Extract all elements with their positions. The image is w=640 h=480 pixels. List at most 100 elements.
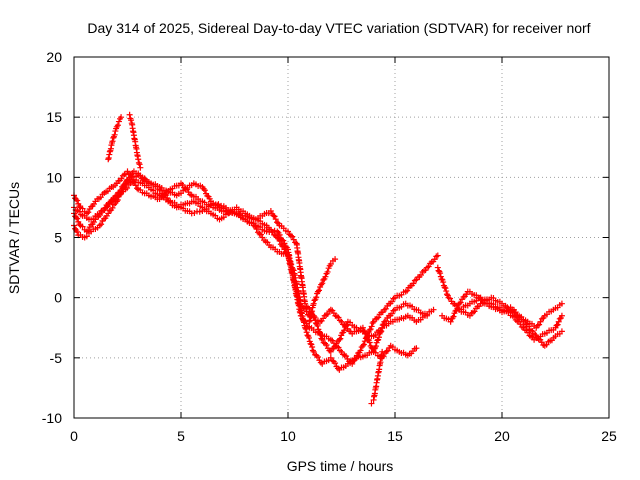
y-tick-label: -10 <box>42 410 62 426</box>
data-point <box>126 111 133 118</box>
data-point <box>280 243 287 250</box>
data-point <box>404 287 411 294</box>
data-point <box>558 300 565 307</box>
data-point <box>364 336 371 343</box>
data-point <box>332 256 339 263</box>
data-point <box>556 315 563 322</box>
data-point <box>341 327 348 334</box>
x-tick-label: 20 <box>494 428 510 444</box>
data-point <box>101 205 108 212</box>
data-point <box>309 344 316 351</box>
data-point <box>366 339 373 346</box>
data-point <box>438 276 445 283</box>
data-point <box>434 264 441 271</box>
data-point <box>336 336 343 343</box>
data-point <box>270 212 277 219</box>
data-point <box>359 342 366 349</box>
data-point <box>437 270 444 277</box>
data-point <box>320 277 327 284</box>
data-point <box>368 400 375 407</box>
data-point <box>374 337 381 344</box>
x-tick-label: 5 <box>177 428 185 444</box>
data-point <box>372 343 379 350</box>
data-point <box>323 341 330 348</box>
data-point <box>98 221 105 228</box>
data-point <box>366 326 373 333</box>
data-point <box>85 227 92 234</box>
data-point <box>310 300 317 307</box>
data-point <box>196 208 203 215</box>
data-point <box>124 168 131 175</box>
x-tick-label: 15 <box>387 428 403 444</box>
data-point <box>309 347 316 354</box>
data-point <box>443 291 450 298</box>
data-point <box>388 310 395 317</box>
data-point <box>375 334 382 341</box>
data-point <box>379 348 386 355</box>
data-point <box>79 223 86 230</box>
data-point <box>271 213 278 220</box>
data-point <box>276 237 283 244</box>
data-point <box>137 164 144 171</box>
data-point <box>434 252 441 259</box>
y-tick-label: -5 <box>50 350 63 366</box>
data-point <box>74 197 81 204</box>
data-point <box>327 260 334 267</box>
y-tick-label: 20 <box>46 49 62 65</box>
data-point <box>471 308 478 315</box>
data-point <box>118 114 125 121</box>
data-point <box>343 322 350 329</box>
data-point <box>532 331 539 338</box>
data-point <box>272 216 279 223</box>
data-point <box>109 138 116 145</box>
data-point <box>457 299 464 306</box>
data-point <box>113 198 120 205</box>
data-point <box>337 335 344 342</box>
data-point <box>118 175 125 182</box>
y-tick-label: 10 <box>46 169 62 185</box>
data-point <box>76 203 83 210</box>
data-point <box>313 294 320 301</box>
data-point <box>360 341 367 348</box>
data-point <box>430 306 437 313</box>
y-tick-label: 0 <box>54 290 62 306</box>
data-point <box>318 335 325 342</box>
data-point <box>447 318 454 325</box>
data-point <box>106 199 113 206</box>
data-point <box>554 321 561 328</box>
x-axis-label: GPS time / hours <box>287 458 394 474</box>
data-point <box>332 360 339 367</box>
x-tick-label: 10 <box>280 428 296 444</box>
data-point <box>524 323 531 330</box>
data-point <box>269 228 276 235</box>
data-point <box>135 156 142 163</box>
data-point <box>126 174 133 181</box>
y-tick-label: 5 <box>54 230 62 246</box>
data-point <box>441 284 448 291</box>
data-point <box>357 347 364 354</box>
data-point <box>111 131 118 138</box>
data-point <box>124 185 131 192</box>
data-point <box>368 323 375 330</box>
data-point <box>388 298 395 305</box>
data-point <box>314 288 321 295</box>
data-point <box>558 328 565 335</box>
data-point <box>136 161 143 168</box>
data-point <box>417 271 424 278</box>
data-point <box>281 246 288 253</box>
x-tick-label: 25 <box>601 428 617 444</box>
y-axis-label: SDTVAR / TECUs <box>6 182 22 294</box>
data-point <box>114 122 121 129</box>
data-point <box>443 288 450 295</box>
data-point <box>450 313 457 320</box>
data-point <box>440 279 447 286</box>
data-point <box>115 118 122 125</box>
data-point <box>74 228 81 235</box>
data-point <box>128 117 135 124</box>
data-markers <box>71 111 565 407</box>
axis-ticks: 0 5 10 15 20 25 -10 -5 0 5 10 15 20 <box>42 49 617 444</box>
data-point <box>316 287 323 294</box>
data-point <box>332 343 339 350</box>
data-point <box>343 321 350 328</box>
